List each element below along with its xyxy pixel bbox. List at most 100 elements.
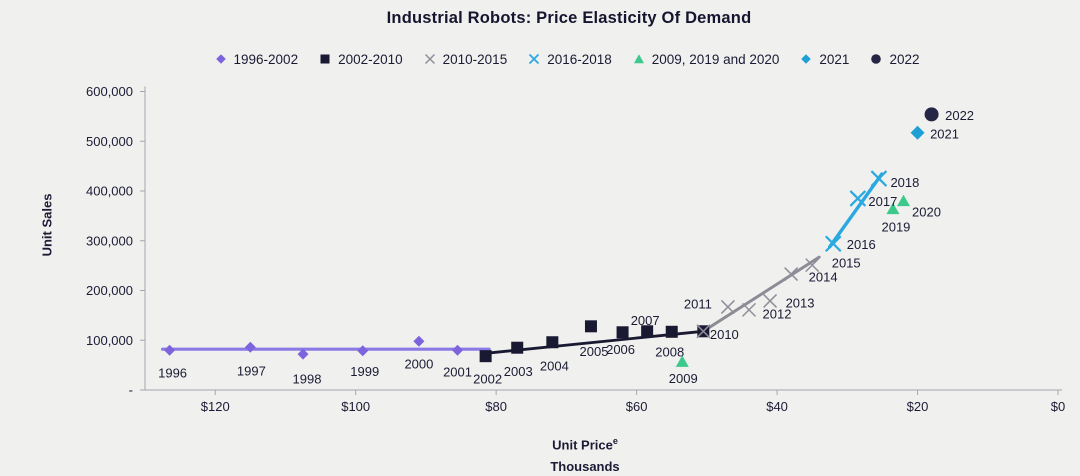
point-label-2012: 2012: [763, 306, 792, 321]
point-2019: [886, 202, 900, 215]
xmark-icon: [424, 53, 435, 65]
point-2001: [452, 344, 464, 356]
circle-icon: [871, 54, 882, 64]
xmark-icon: [529, 53, 540, 65]
point-2012: [741, 302, 757, 317]
point-2021: [910, 125, 925, 140]
point-label-1997: 1997: [237, 364, 266, 379]
y-tick-label: -: [129, 383, 133, 398]
point-2018: [870, 170, 888, 187]
x-axis-title: Unit Pricee: [550, 430, 619, 456]
point-label-2019: 2019: [881, 219, 910, 234]
point-label-2011: 2011: [684, 296, 712, 311]
point-label-2017: 2017: [868, 194, 897, 209]
x-tick-label: $20: [907, 399, 929, 414]
x-tick-label: $120: [201, 399, 230, 414]
legend-label: 2010-2015: [442, 51, 508, 67]
point-label-1998: 1998: [293, 372, 322, 387]
diamond-icon: [215, 54, 226, 64]
point-2011: [720, 299, 735, 314]
point-2006: [616, 326, 629, 339]
point-label-2021: 2021: [930, 126, 959, 141]
point-2017: [849, 190, 867, 207]
legend-item-2009-2019-and-2020: 2009, 2019 and 2020: [631, 51, 780, 67]
point-label-2000: 2000: [404, 357, 433, 372]
triangle-icon: [633, 54, 644, 64]
legend-label: 2021: [819, 51, 850, 67]
point-label-2008: 2008: [655, 344, 684, 359]
legend: 1996-2002 2002-2010 2010-2015 2016-2018 2009…: [52, 51, 1080, 67]
point-label-1999: 1999: [350, 364, 379, 379]
y-tick-label: 200,000: [86, 283, 133, 298]
point-label-2009: 2009: [669, 371, 698, 386]
x-tick-label: $80: [485, 399, 507, 414]
point-label-2014: 2014: [809, 270, 838, 285]
trendline-2010-2015: [701, 255, 821, 333]
point-2004: [546, 336, 559, 349]
legend-item-2010-2015: 2010-2015: [422, 51, 508, 67]
point-2009: [675, 355, 689, 367]
point-2015: [805, 258, 820, 273]
point-label-2015: 2015: [832, 256, 861, 271]
legend-label: 2002-2010: [338, 51, 403, 67]
trendline-2016-2018: [828, 172, 884, 249]
point-2014: [784, 267, 799, 282]
point-label-2022: 2022: [945, 108, 974, 123]
x-axis-units-label: Thousands: [550, 459, 620, 475]
legend-item-1996-2002: 1996-2002: [213, 51, 299, 67]
point-label-2020: 2020: [912, 204, 941, 219]
legend-item-2016-2018: 2016-2018: [526, 51, 612, 67]
y-tick-label: 400,000: [86, 184, 133, 199]
x-tick-label: $40: [766, 399, 788, 414]
y-tick-label: 300,000: [86, 233, 133, 248]
legend-item-2021: 2021: [798, 51, 849, 67]
point-label-2018: 2018: [890, 175, 919, 190]
y-tick-label: 100,000: [86, 333, 133, 348]
point-2008: [665, 325, 678, 338]
point-1999: [357, 345, 369, 357]
y-tick-label: 600,000: [86, 84, 133, 99]
legend-label: 2022: [889, 51, 920, 67]
point-label-2007: 2007: [631, 313, 660, 328]
point-label-1996: 1996: [158, 366, 187, 381]
legend-label: 2016-2018: [547, 51, 612, 67]
point-2022: [924, 107, 939, 122]
x-axis-title-superscript: e: [612, 436, 618, 446]
point-label-2004: 2004: [540, 359, 569, 374]
point-label-2006: 2006: [606, 342, 635, 357]
point-2013: [763, 293, 778, 308]
point-label-2016: 2016: [847, 237, 876, 252]
x-axis-title-block: Unit Pricee Thousands: [550, 430, 619, 476]
point-label-2003: 2003: [504, 364, 533, 379]
point-2005: [584, 320, 597, 333]
x-axis-title-text: Unit Price: [552, 437, 613, 453]
chart-title: Industrial Robots: Price Elasticity Of D…: [386, 9, 752, 27]
point-1996: [164, 344, 176, 356]
legend-item-2022: 2022: [868, 51, 919, 67]
legend-item-2002-2010: 2002-2010: [317, 51, 403, 67]
diamond-icon: [801, 54, 812, 64]
legend-label: 1996-2002: [233, 51, 299, 67]
point-label-2005: 2005: [580, 344, 609, 359]
point-1997: [244, 341, 256, 353]
square-icon: [320, 54, 330, 64]
x-tick-label: $0: [1051, 399, 1065, 414]
point-2016: [824, 235, 842, 253]
point-label-2013: 2013: [786, 295, 815, 310]
x-tick-label: $60: [626, 399, 648, 414]
point-marker: [696, 324, 711, 339]
point-label-2001: 2001: [443, 365, 472, 380]
point-2003: [511, 341, 524, 354]
y-axis-title: Unit Sales: [39, 193, 55, 257]
point-2007: [641, 325, 654, 338]
point-label-2002: 2002: [473, 372, 502, 387]
y-tick-label: 500,000: [86, 134, 133, 149]
point-label-2010: 2010: [710, 327, 739, 342]
point-2002: [479, 350, 492, 363]
point-2000: [413, 335, 425, 347]
point-1998: [297, 348, 309, 360]
legend-label: 2009, 2019 and 2020: [651, 51, 780, 67]
point-2020: [896, 194, 910, 207]
